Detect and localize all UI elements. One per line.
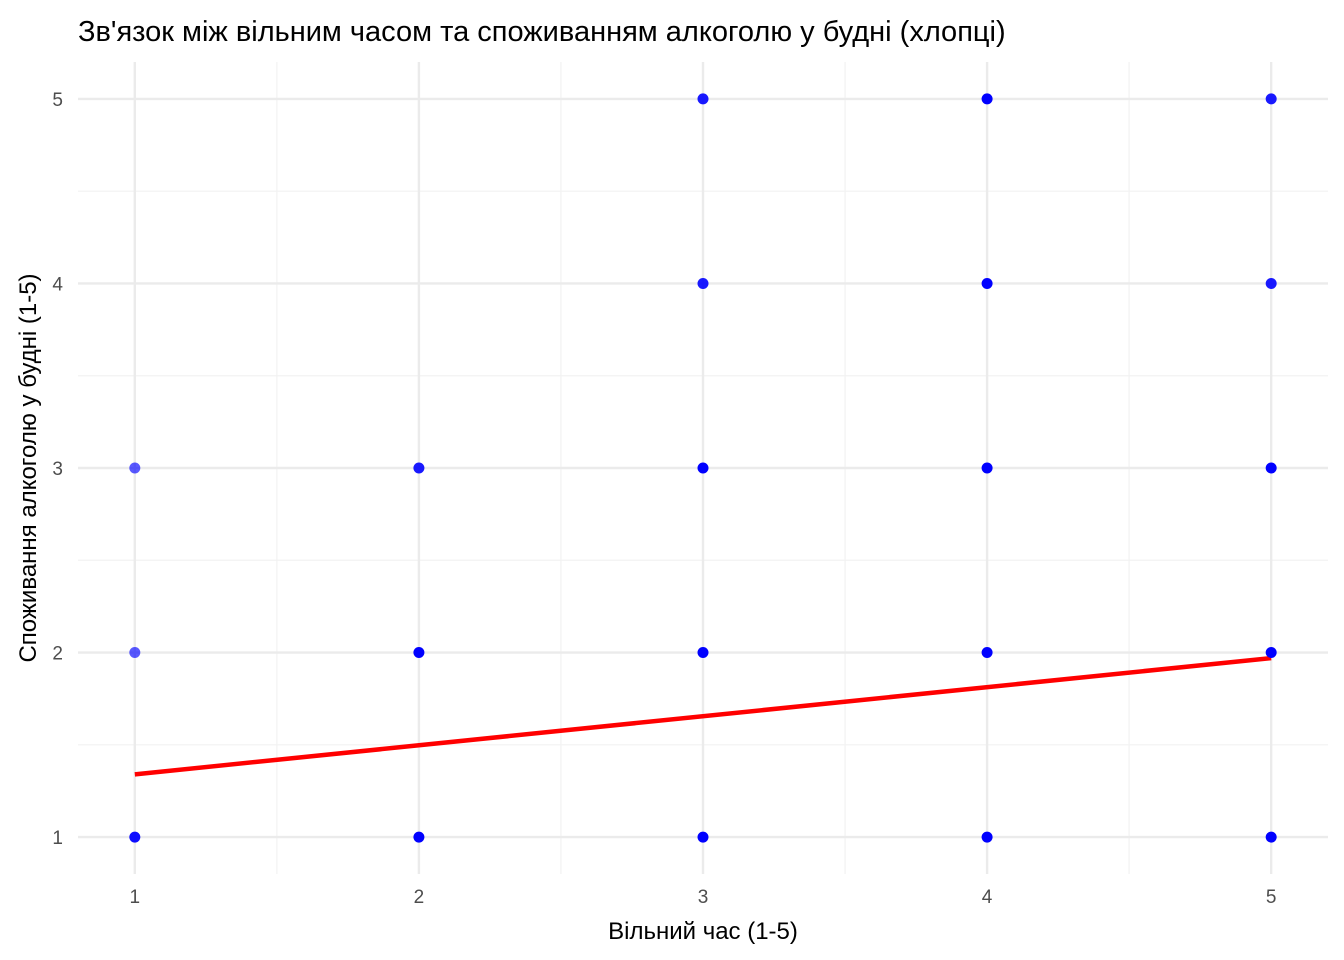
data-point bbox=[697, 647, 709, 659]
x-tick-label: 1 bbox=[130, 887, 141, 908]
trend-line-layer bbox=[134, 655, 1272, 777]
data-point bbox=[981, 831, 993, 843]
data-point bbox=[129, 647, 141, 659]
chart-title: Зв'язок між вільним часом та споживанням… bbox=[78, 16, 1006, 48]
data-point bbox=[129, 831, 141, 843]
y-tick-label: 4 bbox=[52, 274, 63, 295]
points-layer bbox=[129, 93, 1277, 843]
data-point bbox=[981, 277, 993, 289]
data-point bbox=[413, 831, 425, 843]
data-point bbox=[697, 93, 709, 105]
data-point bbox=[413, 647, 425, 659]
data-point bbox=[1265, 277, 1277, 289]
x-tick-label: 4 bbox=[982, 887, 993, 908]
x-tick-label: 3 bbox=[698, 887, 709, 908]
x-axis-title: Вільний час (1-5) bbox=[608, 918, 798, 945]
data-point bbox=[981, 462, 993, 474]
data-point bbox=[129, 462, 141, 474]
data-point bbox=[697, 277, 709, 289]
data-point bbox=[1265, 831, 1277, 843]
trend-line bbox=[134, 655, 1272, 777]
data-point bbox=[981, 647, 993, 659]
x-tick-label: 2 bbox=[414, 887, 425, 908]
x-tick-label: 5 bbox=[1266, 887, 1277, 908]
ticks-layer: 1 2 3 4 5 1 2 3 4 5 bbox=[52, 90, 1276, 908]
data-point bbox=[1265, 462, 1277, 474]
data-point bbox=[697, 831, 709, 843]
data-point bbox=[981, 93, 993, 105]
y-tick-label: 5 bbox=[52, 90, 63, 111]
y-axis-title: Споживання алкоголю у будні (1-5) bbox=[15, 273, 42, 662]
data-point bbox=[1265, 647, 1277, 659]
y-tick-label: 2 bbox=[52, 644, 63, 665]
y-tick-label: 3 bbox=[52, 459, 63, 480]
data-point bbox=[413, 462, 425, 474]
data-point bbox=[1265, 93, 1277, 105]
data-point bbox=[697, 462, 709, 474]
y-tick-label: 1 bbox=[52, 828, 63, 849]
